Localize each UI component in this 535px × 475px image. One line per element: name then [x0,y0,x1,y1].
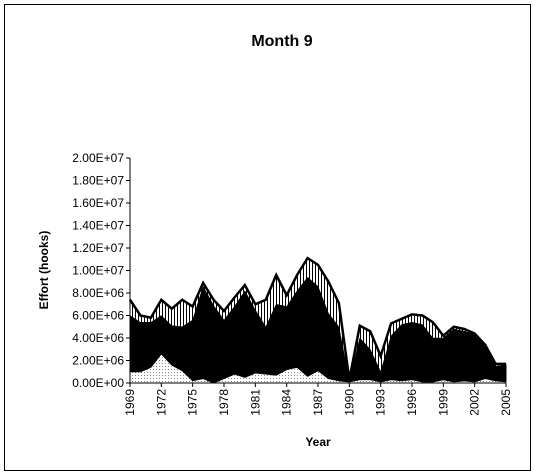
y-tick-label: 0.00E+00 [72,376,124,390]
x-tick-label: 1987 [311,389,325,416]
x-tick-label: 1975 [186,389,200,416]
x-tick-label: 1996 [405,389,419,416]
y-tick-label: 1.60E+07 [72,196,124,210]
y-tick-label: 1.80E+07 [72,174,124,188]
x-tick-label: 2005 [499,389,513,416]
y-tick-label: 6.00E+06 [72,309,124,323]
x-tick-label: 1993 [374,389,388,416]
x-tick-label: 1990 [342,389,356,416]
x-tick-label: 1984 [280,389,294,416]
x-tick-label: 1999 [436,389,450,416]
x-tick-label: 1978 [217,389,231,416]
y-tick-label: 4.00E+06 [72,331,124,345]
y-tick-label: 2.00E+06 [72,354,124,368]
x-tick-label: 2002 [468,389,482,416]
x-tick-label: 1969 [123,389,137,416]
y-tick-label: 1.00E+07 [72,264,124,278]
y-tick-label: 1.40E+07 [72,219,124,233]
x-axis-title: Year [305,435,331,449]
x-tick-label: 1981 [248,389,262,416]
chart-frame [4,4,531,471]
y-tick-label: 2.00E+07 [72,151,124,165]
y-tick-label: 8.00E+06 [72,286,124,300]
total-line [128,256,506,380]
chart-title: Month 9 [251,33,312,50]
y-axis-title: Effort (hooks) [37,231,51,310]
x-tick-label: 1972 [154,389,168,416]
y-tick-label: 1.20E+07 [72,241,124,255]
